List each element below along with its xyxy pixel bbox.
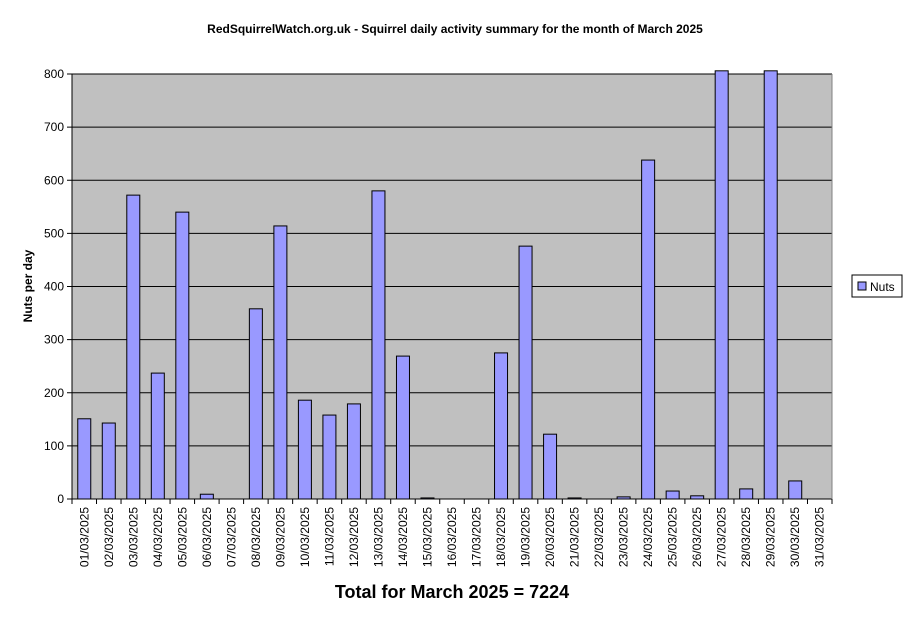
legend: Nuts	[851, 274, 903, 298]
chart-title: RedSquirrelWatch.org.uk - Squirrel daily…	[207, 22, 703, 36]
x-tick-label: 10/03/2025	[298, 507, 312, 567]
y-tick-label: 400	[44, 280, 64, 294]
y-tick-label: 0	[57, 492, 64, 506]
x-tick-label: 09/03/2025	[273, 507, 287, 567]
y-axis-label: Nuts per day	[21, 249, 35, 322]
x-tick-label: 02/03/2025	[102, 507, 116, 567]
x-tick-label: 31/03/2025	[813, 507, 827, 567]
bar	[77, 418, 92, 500]
bar	[101, 422, 116, 500]
x-tick-label: 23/03/2025	[617, 507, 631, 567]
bar	[248, 308, 263, 500]
bar	[494, 352, 509, 500]
x-tick-label: 06/03/2025	[200, 507, 214, 567]
y-tick-label: 600	[44, 173, 64, 187]
x-tick-label: 07/03/2025	[224, 507, 238, 567]
bar	[763, 70, 778, 500]
y-tick-label: 100	[44, 439, 64, 453]
bar	[175, 211, 190, 500]
x-tick-label: 27/03/2025	[715, 507, 729, 567]
bar	[395, 355, 410, 500]
x-tick-label: 08/03/2025	[249, 507, 263, 567]
legend-label: Nuts	[870, 280, 895, 294]
bar	[297, 399, 312, 500]
x-tick-label: 28/03/2025	[739, 507, 753, 567]
x-tick-label: 13/03/2025	[371, 507, 385, 567]
bar	[714, 70, 729, 500]
bar	[543, 433, 558, 500]
x-tick-label: 11/03/2025	[322, 507, 336, 566]
bar	[150, 372, 165, 500]
x-tick-label: 04/03/2025	[151, 507, 165, 567]
x-tick-label: 26/03/2025	[690, 507, 704, 567]
bar	[739, 488, 754, 500]
x-tick-label: 21/03/2025	[568, 507, 582, 567]
y-tick-label: 200	[44, 386, 64, 400]
y-tick-label: 800	[44, 67, 64, 81]
x-tick-label: 22/03/2025	[592, 507, 606, 567]
x-tick-label: 30/03/2025	[788, 507, 802, 567]
bar	[371, 190, 386, 500]
x-tick-label: 29/03/2025	[764, 507, 778, 567]
x-tick-label: 16/03/2025	[445, 507, 459, 567]
bar	[273, 225, 288, 500]
legend-swatch	[857, 281, 867, 291]
x-tick-label: 20/03/2025	[543, 507, 557, 567]
x-tick-label: 15/03/2025	[420, 507, 434, 567]
x-tick-label: 24/03/2025	[641, 507, 655, 567]
bar	[518, 245, 533, 500]
x-tick-label: 19/03/2025	[519, 507, 533, 567]
x-tick-label: 17/03/2025	[470, 507, 484, 567]
x-tick-label: 14/03/2025	[396, 507, 410, 567]
bar	[199, 493, 214, 500]
x-axis-label: Total for March 2025 = 7224	[335, 582, 569, 602]
bar	[641, 159, 656, 500]
legend-box	[851, 274, 903, 298]
x-tick-label: 12/03/2025	[347, 507, 361, 567]
x-tick-label: 25/03/2025	[666, 507, 680, 567]
x-tick-label: 03/03/2025	[126, 507, 140, 567]
bar	[346, 403, 361, 500]
y-tick-label: 500	[44, 226, 64, 240]
bar	[126, 194, 141, 500]
y-tick-label: 700	[44, 120, 64, 134]
bar	[665, 490, 680, 500]
x-tick-label: 18/03/2025	[494, 507, 508, 567]
x-tick-label: 05/03/2025	[175, 507, 189, 567]
bar	[788, 480, 803, 500]
x-tick-label: 01/03/2025	[77, 507, 91, 567]
bar	[322, 414, 337, 500]
y-tick-label: 300	[44, 333, 64, 347]
